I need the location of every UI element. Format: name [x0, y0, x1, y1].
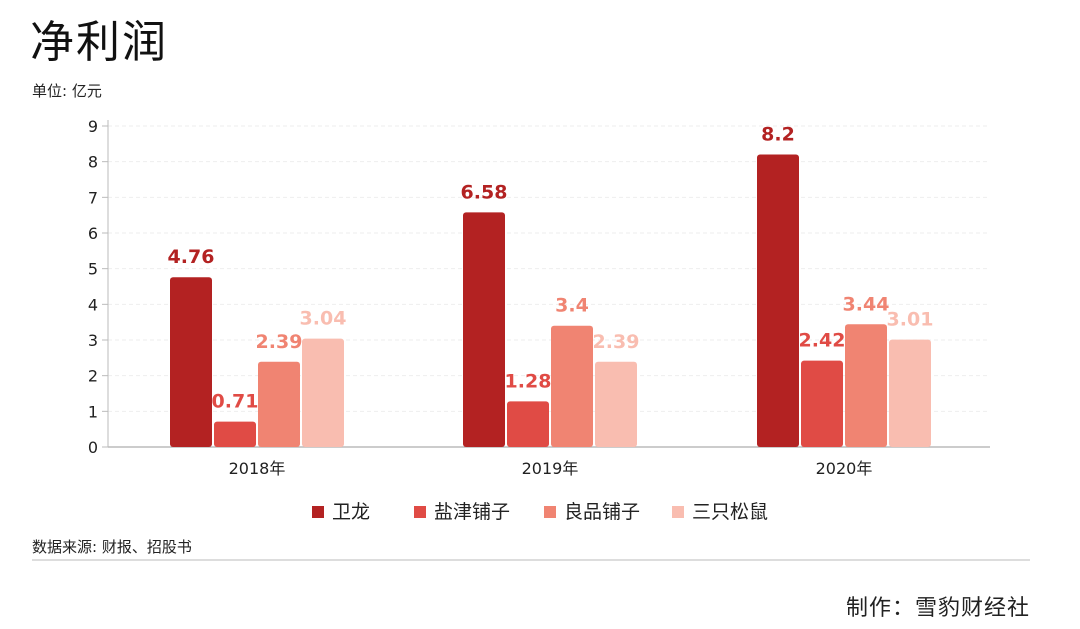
- data-label: 4.76: [168, 246, 215, 268]
- bar-yanjin: [507, 401, 549, 447]
- data-label: 2.39: [256, 331, 303, 353]
- data-label: 3.04: [300, 308, 347, 330]
- data-label: 3.01: [887, 309, 934, 331]
- legend-swatch-yanjin: [414, 506, 426, 518]
- legend-swatch-sanzhi: [672, 506, 684, 518]
- source-note: 数据来源: 财报、招股书: [32, 538, 192, 556]
- legend-label: 卫龙: [332, 501, 370, 523]
- y-tick-label: 5: [88, 260, 98, 279]
- y-tick-label: 6: [88, 224, 98, 243]
- bar-liangpin: [845, 324, 887, 447]
- y-tick-label: 8: [88, 153, 98, 172]
- x-tick-label: 2019年: [522, 459, 579, 478]
- data-label: 6.58: [461, 181, 508, 203]
- bar-weilong: [757, 154, 799, 448]
- data-label: 8.2: [761, 124, 795, 146]
- data-label: 2.39: [593, 331, 640, 353]
- y-tick-label: 1: [88, 402, 98, 421]
- bar-liangpin: [258, 361, 300, 447]
- data-label: 3.44: [843, 293, 890, 315]
- x-tick-label: 2020年: [816, 459, 873, 478]
- bar-chart: 01234567894.760.712.393.042018年6.581.283…: [88, 117, 990, 523]
- y-tick-label: 2: [88, 367, 98, 386]
- data-label: 3.4: [555, 295, 589, 317]
- x-tick-label: 2018年: [229, 459, 286, 478]
- legend-label: 良品铺子: [564, 501, 640, 523]
- chart-title: 净利润: [30, 17, 168, 68]
- bar-liangpin: [551, 325, 593, 447]
- bar-yanjin: [214, 421, 256, 447]
- y-tick-label: 4: [88, 295, 98, 314]
- credit-label: 制作：雪豹财经社: [845, 596, 1030, 621]
- y-tick-label: 7: [88, 188, 98, 207]
- legend-swatch-liangpin: [544, 506, 556, 518]
- bar-sanzhi: [889, 339, 931, 447]
- unit-label: 单位: 亿元: [32, 82, 102, 100]
- data-label: 2.42: [799, 330, 846, 352]
- legend-label: 盐津铺子: [434, 501, 510, 523]
- y-tick-label: 0: [88, 438, 98, 457]
- bar-yanjin: [801, 360, 843, 447]
- y-tick-label: 3: [88, 331, 98, 350]
- legend-label: 三只松鼠: [692, 501, 768, 523]
- data-label: 0.71: [212, 391, 259, 413]
- legend-swatch-weilong: [312, 506, 324, 518]
- divider: [32, 559, 1030, 561]
- bar-sanzhi: [595, 361, 637, 447]
- y-tick-label: 9: [88, 117, 98, 136]
- bar-weilong: [170, 277, 212, 447]
- bar-sanzhi: [302, 338, 344, 447]
- bar-weilong: [463, 212, 505, 447]
- data-label: 1.28: [505, 370, 552, 392]
